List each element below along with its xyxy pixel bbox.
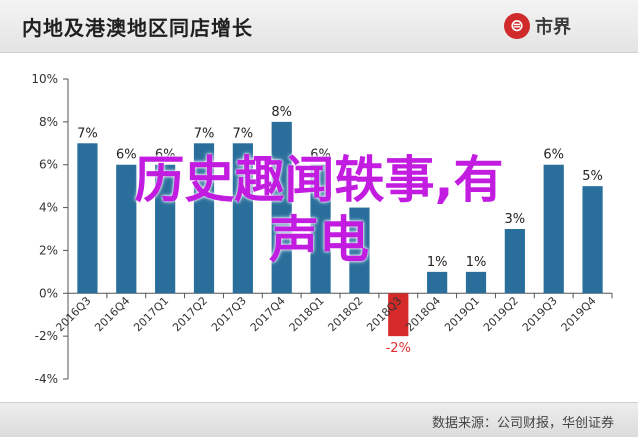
bar <box>232 143 253 294</box>
x-tick-label: 2017Q2 <box>170 294 210 334</box>
data-label: 7% <box>77 126 98 141</box>
y-tick-label: 6% <box>39 158 58 172</box>
bar <box>388 293 409 337</box>
x-tick-label: 2017Q4 <box>248 294 288 334</box>
y-tick-label: 8% <box>39 115 58 129</box>
data-label: 7% <box>233 126 254 141</box>
bar-chart: -4% -2% 0% 2% 4% 6% 8% 10% 2016Q3 7% 2016Q4 6% 2017… <box>31 72 613 386</box>
x-tick-label: 2017Q3 <box>209 294 249 334</box>
chart-header: 内地及港澳地区同店增长 ⊜ 市界 <box>0 0 638 53</box>
chart-axes: -4% -2% 0% 2% 4% 6% 8% 10% <box>31 72 613 386</box>
x-tick-label: 2017Q1 <box>131 294 171 334</box>
bar <box>271 121 292 294</box>
bar <box>155 164 176 294</box>
brand-logo-icon: ⊜ <box>504 13 530 39</box>
y-tick-label: 4% <box>39 201 58 215</box>
x-tick-label: 2019Q2 <box>481 294 521 334</box>
bar <box>349 207 370 294</box>
brand-name: 市界 <box>535 17 571 38</box>
brand-logo: ⊜ 市界 <box>504 12 571 40</box>
data-label: -2% <box>386 341 411 356</box>
x-tick-label: 2018Q2 <box>325 294 365 334</box>
y-tick-label: -2% <box>35 329 58 343</box>
x-tick-label: 2018Q4 <box>403 294 443 334</box>
data-label: 6% <box>155 148 176 163</box>
data-label: 1% <box>427 255 448 270</box>
y-tick-label: 10% <box>31 72 58 86</box>
bar <box>310 164 331 294</box>
bar <box>193 143 215 294</box>
data-label: 8% <box>271 105 292 120</box>
chart-footer: 数据来源：公司财报，华创证券 <box>0 402 638 437</box>
x-tick-label: 2019Q1 <box>442 294 482 334</box>
bar <box>582 186 603 294</box>
bar <box>465 271 487 294</box>
data-label: 6% <box>310 148 331 163</box>
x-tick-label: 2019Q3 <box>520 294 560 334</box>
bar <box>504 229 525 294</box>
bar <box>543 164 564 294</box>
data-label: 1% <box>466 255 487 270</box>
bar <box>77 143 98 294</box>
data-label: 6% <box>543 148 564 163</box>
x-tick-label: 2016Q4 <box>92 294 132 334</box>
data-label: 5% <box>582 169 603 184</box>
y-tick-label: -4% <box>35 372 58 386</box>
bar <box>427 271 448 294</box>
bar-series <box>77 121 603 337</box>
y-tick-label: 2% <box>39 243 58 257</box>
y-tick-label: 0% <box>39 286 58 300</box>
data-label: 6% <box>116 148 137 163</box>
x-tick-label: 2018Q1 <box>287 294 327 334</box>
bar <box>116 164 137 294</box>
source-note: 数据来源：公司财报，华创证券 <box>431 416 614 431</box>
x-tick-label: 2019Q4 <box>559 294 599 334</box>
x-tick-label: 2016Q3 <box>53 294 93 334</box>
data-label: 3% <box>505 212 526 227</box>
chart-title: 内地及港澳地区同店增长 <box>22 16 253 40</box>
data-label: 7% <box>194 126 215 141</box>
